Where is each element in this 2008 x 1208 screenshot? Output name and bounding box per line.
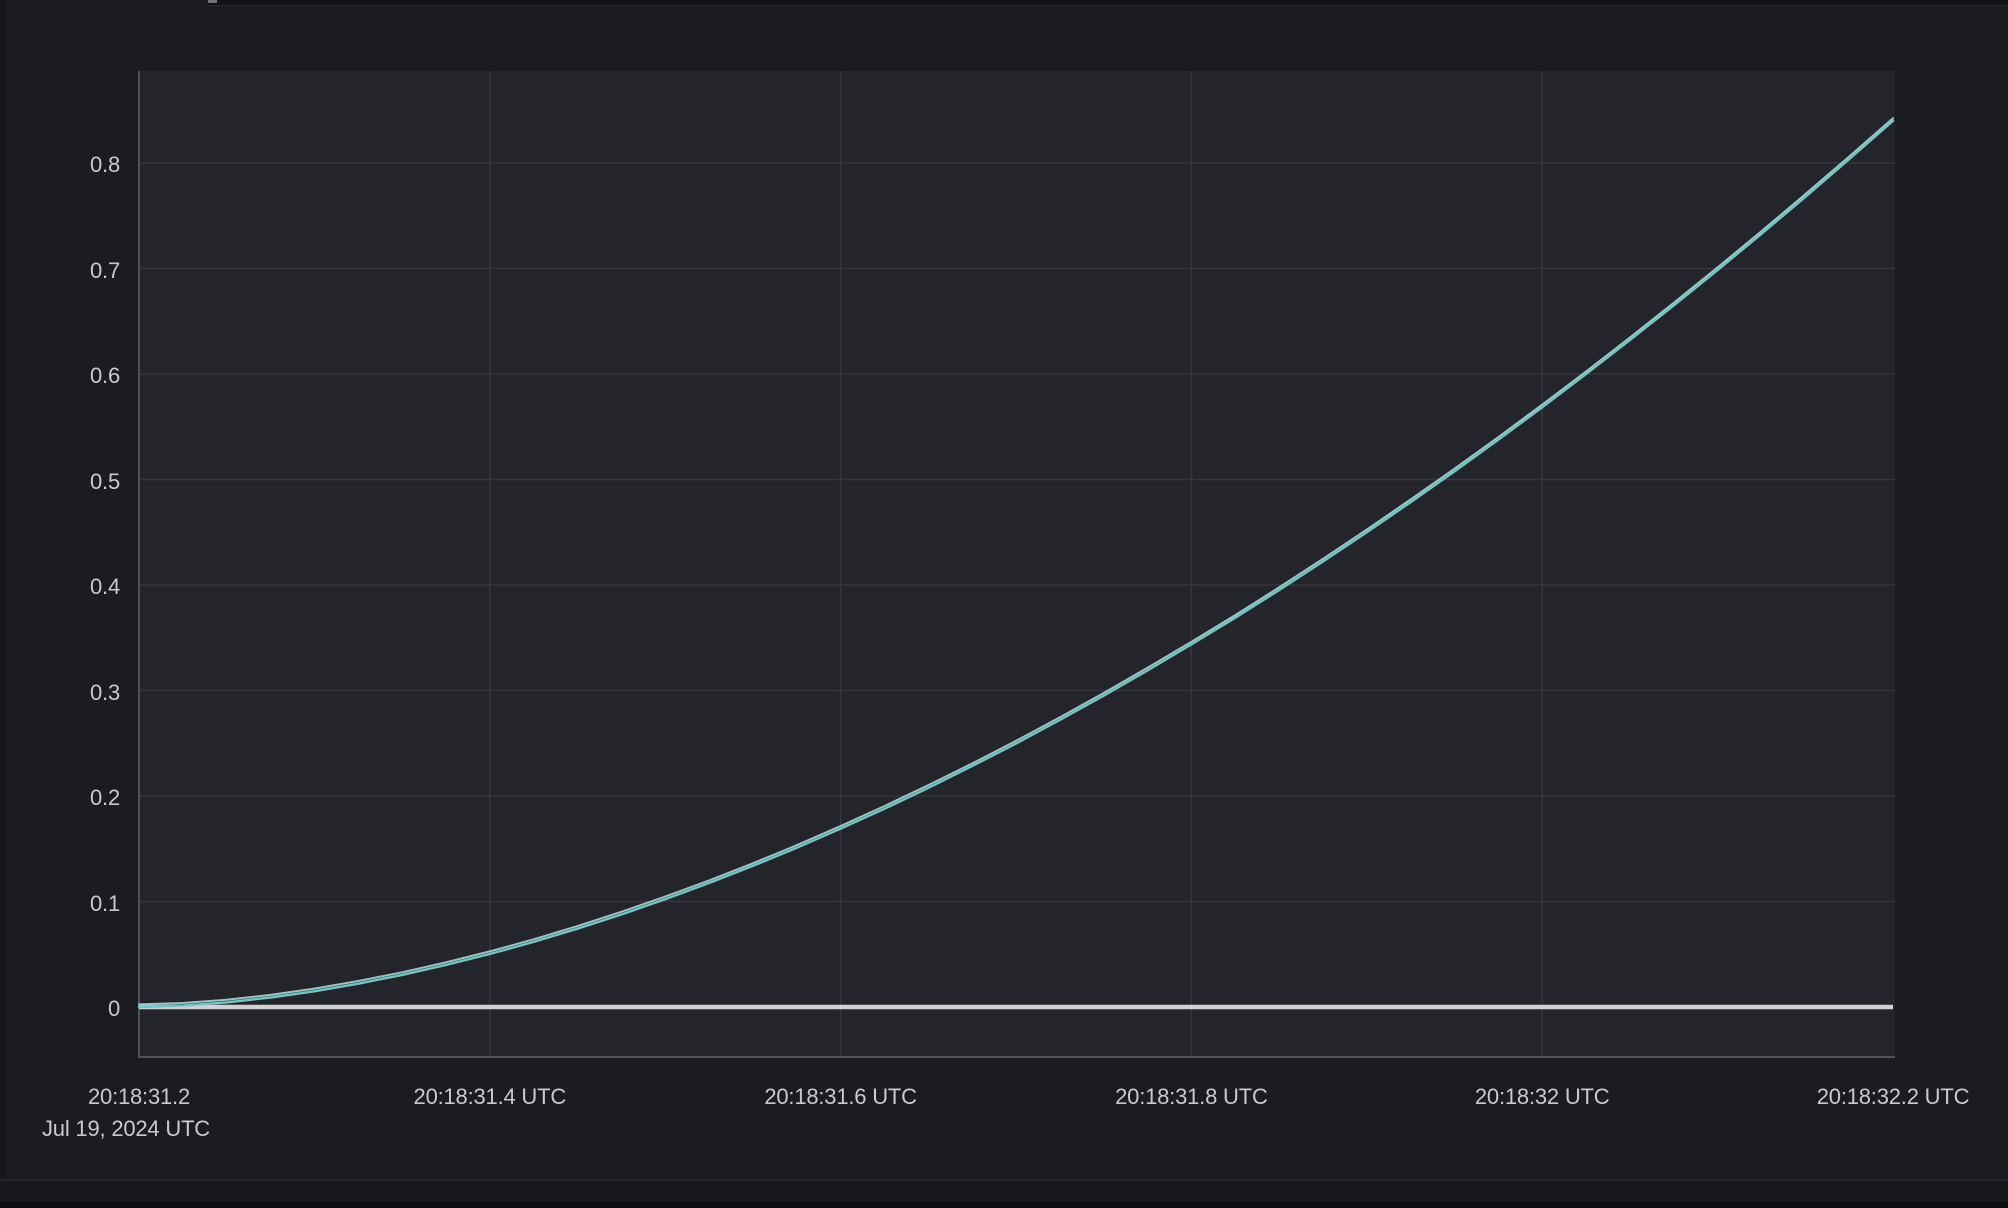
series-highlight-line [138, 117, 1894, 1006]
y-tick-label: 0.7 [90, 257, 120, 283]
x-tick-label: 20:18:32.2 UTC [1816, 1084, 1970, 1109]
y-tick-label: 0 [107, 996, 120, 1021]
panel-above-hairline [208, 5, 2008, 6]
y-tick-label: 0.4 [90, 574, 120, 599]
x-tick-label: 20:18:31.8 UTC [1115, 1084, 1268, 1109]
x-tick-label: 20:18:32 UTC [1474, 1084, 1610, 1109]
y-tick-label: 0.2 [90, 785, 120, 810]
panel-above-corner-notch [208, 0, 217, 3]
y-tick-label: 0.8 [90, 152, 120, 177]
panel-above-edge [208, 0, 2008, 5]
window-bottom-edge [0, 1202, 2008, 1208]
x-axis-date-label: Jul 19, 2024 UTC [42, 1116, 210, 1141]
window-left-edge [0, 0, 6, 1208]
y-tick-label: 0.3 [90, 679, 120, 705]
y-tick-label: 0.1 [90, 890, 120, 916]
plot-area-background [139, 71, 1895, 1057]
x-tick-label: 20:18:31.6 UTC [764, 1084, 917, 1109]
series-line [137, 119, 1895, 1009]
y-tick-label: 0.5 [90, 468, 120, 494]
x-tick-label: 20:18:31.2 [88, 1084, 190, 1109]
x-tick-label: 20:18:31.4 UTC [413, 1084, 567, 1109]
panel-below-hairline [0, 1179, 2008, 1181]
y-tick-label: 0.6 [90, 363, 120, 388]
panel-below-edge [0, 1181, 2008, 1202]
